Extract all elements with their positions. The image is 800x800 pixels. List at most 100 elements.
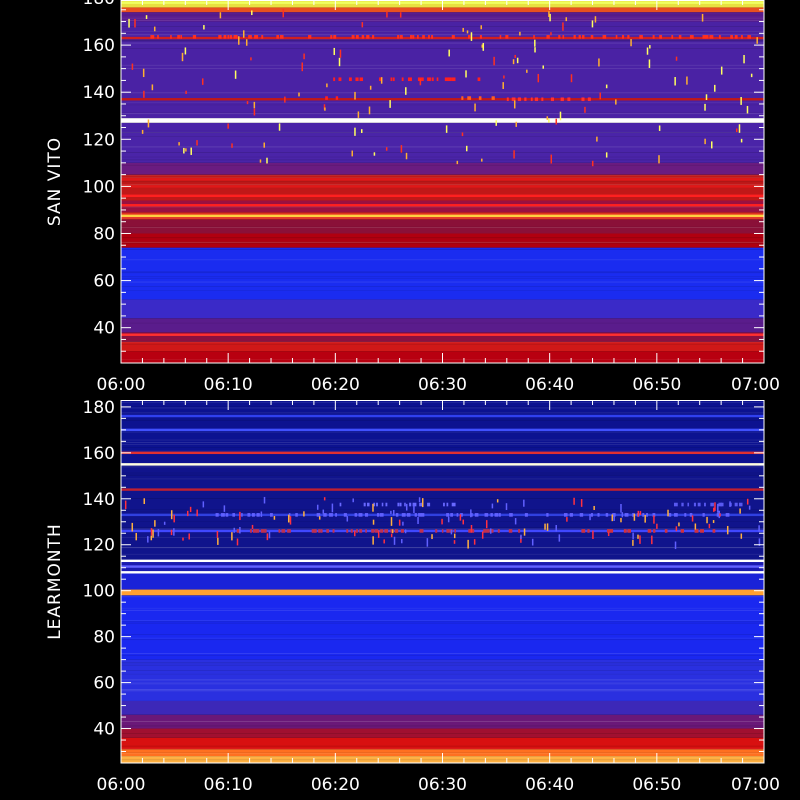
texture-line: [121, 26, 764, 27]
burst-0: [338, 77, 342, 82]
texture-line: [121, 683, 764, 685]
burst-4: [747, 35, 751, 39]
burst-4: [192, 35, 197, 39]
band-1: [121, 749, 764, 757]
speckle: [473, 539, 476, 545]
san-vito-spectrogram: 40 60 80 100 120 140 160 180 06:00 06:10 06:20 06:3…: [45, 0, 780, 395]
speckle: [570, 74, 573, 83]
burst-0: [444, 77, 449, 82]
burst-0: [436, 77, 439, 82]
burst-0: [419, 529, 424, 533]
texture-line: [121, 509, 764, 510]
burst-2: [329, 513, 333, 517]
speckle: [400, 145, 403, 153]
texture-line: [121, 277, 764, 279]
speckle: [550, 32, 552, 36]
speckle: [729, 501, 731, 507]
burst-0: [394, 529, 399, 533]
speckle: [462, 519, 465, 525]
speckle: [711, 141, 713, 149]
burst-4: [615, 35, 618, 39]
speckle: [453, 540, 456, 544]
speckle: [392, 509, 395, 516]
speckle: [380, 77, 383, 84]
burst-4: [734, 502, 738, 507]
speckle: [480, 25, 482, 30]
speckle: [516, 57, 519, 64]
speckle: [386, 11, 388, 18]
burst-1: [609, 529, 614, 533]
speckle: [390, 517, 393, 526]
burst-4: [279, 35, 284, 39]
burst-4: [150, 35, 155, 39]
texture-line: [121, 419, 764, 421]
speckle: [559, 111, 562, 121]
speckle: [185, 148, 187, 152]
burst-1: [680, 529, 685, 533]
speckle: [591, 20, 594, 28]
burst-2: [467, 96, 472, 100]
speckle: [519, 31, 521, 36]
texture-line: [121, 152, 764, 153]
burst-4: [227, 35, 230, 39]
burst-1: [647, 529, 652, 533]
burst-2: [461, 96, 464, 100]
burst-4: [479, 35, 482, 39]
y-tick-label: 100: [83, 582, 115, 602]
burst-3: [451, 502, 456, 507]
burst-4: [177, 35, 180, 39]
x-tick-label: 06:50: [632, 375, 681, 395]
speckle: [594, 16, 597, 23]
burst-0: [446, 529, 450, 533]
texture-line: [121, 111, 764, 113]
burst-2: [256, 513, 260, 517]
speckle: [151, 84, 154, 91]
speckle: [675, 526, 678, 532]
texture-line: [121, 478, 764, 480]
burst-3: [567, 97, 571, 102]
burst-4: [639, 35, 643, 39]
speckle: [513, 100, 516, 109]
burst-4: [422, 35, 425, 39]
burst-0: [427, 77, 431, 82]
burst-0: [260, 529, 265, 533]
texture-line: [121, 92, 764, 94]
y-tick-label: 180: [83, 398, 115, 418]
burst-4: [308, 35, 312, 39]
band-11: [121, 162, 764, 175]
speckle: [253, 101, 256, 109]
burst-0: [350, 529, 353, 533]
burst-4: [366, 35, 370, 39]
burst-4: [170, 35, 172, 39]
texture-line: [121, 40, 764, 42]
texture-line: [121, 48, 764, 49]
burst-2: [270, 513, 273, 517]
speckle: [185, 90, 187, 94]
speckle: [402, 521, 404, 526]
burst-4: [397, 35, 400, 39]
speckle: [630, 39, 632, 47]
texture-line: [121, 281, 764, 283]
burst-2: [702, 513, 705, 517]
texture-line: [121, 725, 764, 727]
burst-2: [569, 513, 573, 517]
burst-2: [474, 513, 479, 517]
burst-0: [420, 77, 424, 82]
texture-line: [121, 466, 764, 468]
burst-4: [372, 35, 375, 39]
speckle: [142, 68, 145, 78]
speckle: [227, 123, 229, 129]
burst-1: [581, 529, 586, 533]
speckle: [419, 78, 422, 86]
burst-4: [505, 35, 509, 39]
speckle: [421, 498, 424, 508]
speckle: [756, 37, 758, 44]
texture-line: [121, 528, 764, 530]
speckle: [555, 525, 557, 532]
speckle: [260, 511, 263, 517]
texture-line: [121, 175, 764, 176]
burst-2: [225, 513, 229, 517]
speckle: [467, 539, 469, 549]
band-5: [121, 247, 764, 300]
texture-line: [121, 537, 764, 538]
